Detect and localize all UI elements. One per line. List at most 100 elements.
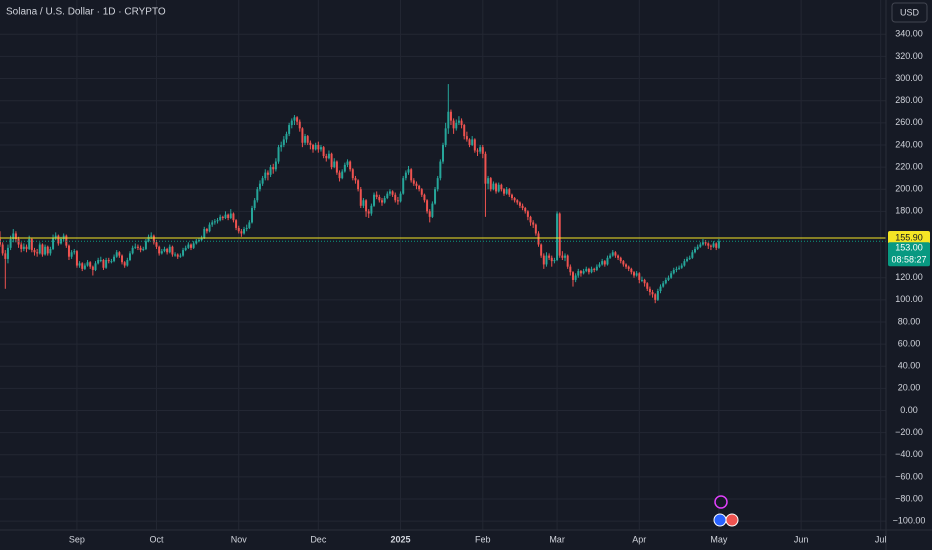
candle-body (144, 241, 147, 249)
candle-body (208, 224, 211, 232)
candle-body (654, 294, 657, 300)
candle-body (492, 183, 495, 190)
candle-body (487, 178, 490, 184)
candle-body (330, 153, 333, 168)
candle-body (683, 261, 686, 266)
candle-body (460, 120, 463, 126)
candle-body (571, 272, 574, 280)
candle-body (155, 242, 158, 247)
candle-body (717, 241, 720, 248)
candle-body (296, 117, 299, 122)
candle-body (33, 250, 36, 253)
candle-body (670, 273, 673, 278)
candle-body (240, 231, 243, 234)
candle-body (574, 275, 577, 280)
candle-body (285, 133, 288, 140)
currency-label[interactable]: USD (900, 7, 920, 17)
candle-body (44, 246, 47, 255)
candle-body (17, 238, 20, 245)
symbol-title: Solana / U.S. Dollar · 1D · CRYPTO (6, 7, 166, 18)
candle-body (176, 254, 179, 257)
candle-body (89, 262, 92, 267)
candle-body (335, 161, 338, 173)
candle-body (30, 238, 33, 251)
candle-body (245, 227, 248, 230)
candle-body (121, 255, 124, 263)
currency-button[interactable] (891, 2, 928, 23)
candle-body (484, 153, 487, 184)
candle-body (216, 220, 219, 222)
candle-body (603, 261, 606, 265)
candle-body (402, 178, 405, 194)
candle-body (386, 193, 389, 199)
candle-body (9, 238, 12, 248)
candle-body (54, 235, 57, 238)
x-tick-label: Jun (794, 534, 809, 544)
candle-body (701, 242, 704, 245)
candle-body (707, 243, 710, 246)
candle-body (426, 200, 429, 212)
y-tick-label: 80.00 (898, 316, 921, 326)
y-tick-label: −80.00 (895, 493, 923, 503)
candle-body (449, 111, 452, 121)
candle-body (672, 269, 675, 274)
candle-body (686, 258, 689, 262)
x-tick-label: Mar (549, 534, 565, 544)
x-tick-label: Apr (632, 534, 646, 544)
candle-body (704, 242, 707, 244)
candle-body (105, 260, 108, 268)
candle-body (290, 120, 293, 126)
candle-body (500, 184, 503, 190)
candle-body (203, 229, 206, 238)
candle-body (113, 256, 116, 262)
event-icon[interactable] (713, 513, 727, 527)
candle-body (561, 255, 564, 258)
candle-body (171, 246, 174, 255)
candle-body (91, 266, 94, 270)
candle-body (566, 255, 569, 267)
candle-body (78, 263, 81, 266)
candle-body (280, 144, 283, 148)
y-tick-label: 0.00 (900, 405, 918, 415)
candle-body (410, 169, 413, 181)
candle-body (298, 121, 301, 129)
candle-body (595, 266, 598, 270)
candle-body (479, 147, 482, 152)
candle-body (221, 216, 224, 218)
candle-body (503, 189, 506, 194)
candle-body (36, 252, 39, 254)
candle-body (585, 268, 588, 272)
candle-body (306, 136, 309, 143)
candle-body (211, 222, 214, 225)
candle-body (12, 233, 15, 239)
x-tick-label: Dec (310, 534, 327, 544)
candle-body (420, 189, 423, 195)
event-icon[interactable] (714, 495, 728, 509)
candle-body (264, 172, 267, 179)
candle-body (646, 283, 649, 289)
candle-body (659, 286, 662, 292)
candle-body (590, 268, 593, 273)
candle-body (651, 292, 654, 295)
y-tick-label: 60.00 (898, 338, 921, 348)
candle-body (412, 180, 415, 184)
candle-body (293, 117, 296, 121)
candle-body (81, 263, 84, 269)
candle-body (455, 122, 458, 129)
candle-body (277, 147, 280, 162)
candle-body (471, 139, 474, 145)
candle-body (25, 246, 28, 249)
candle-body (375, 194, 378, 197)
candle-body (579, 271, 582, 274)
y-tick-label: 200.00 (895, 184, 923, 194)
candle-body (184, 247, 187, 251)
candle-body (189, 244, 192, 248)
candle-body (524, 208, 527, 212)
candle-body (272, 167, 275, 170)
candle-body (38, 244, 41, 254)
candle-body (131, 247, 134, 254)
candle-body (601, 261, 604, 265)
event-icon[interactable] (725, 513, 739, 527)
y-tick-label: 40.00 (898, 361, 921, 371)
